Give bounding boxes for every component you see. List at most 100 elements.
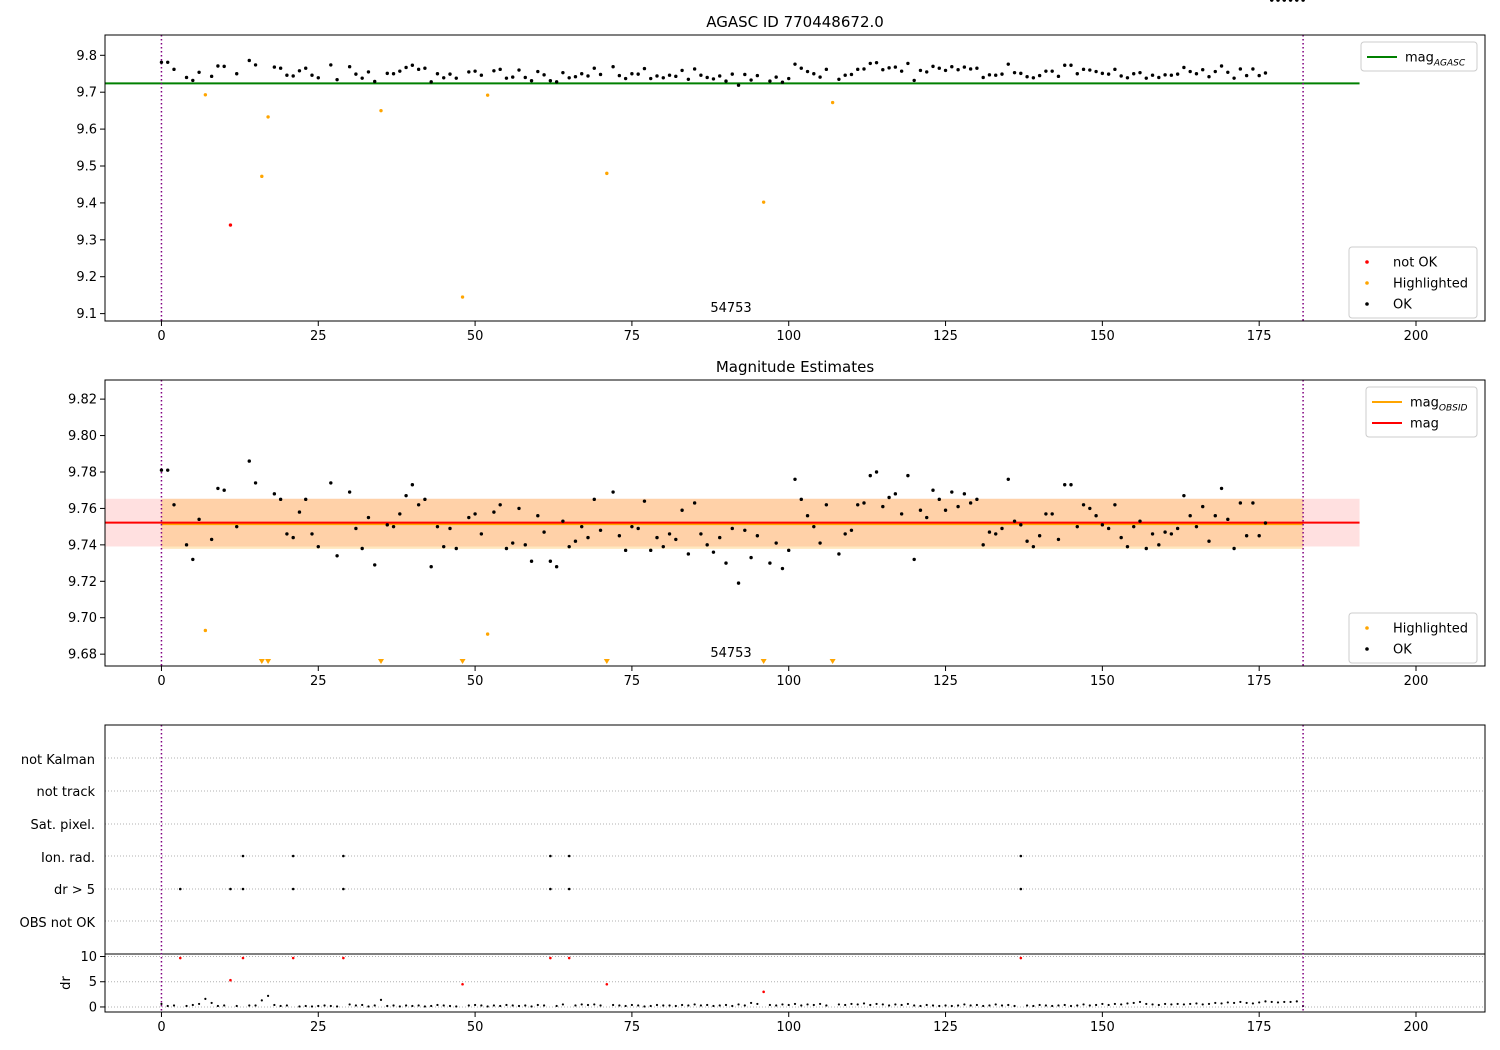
ok-point xyxy=(529,79,534,83)
ok-point xyxy=(1050,512,1054,516)
x-tick-label: 25 xyxy=(310,1020,327,1035)
dr-point xyxy=(1088,1004,1091,1007)
ok-point xyxy=(184,75,189,80)
highlighted-point xyxy=(203,628,208,633)
ok-point xyxy=(642,66,647,71)
dr-point xyxy=(166,1004,169,1008)
ok-point xyxy=(699,73,703,77)
y-tick-label: 9.7 xyxy=(76,86,97,101)
ok-point xyxy=(1088,506,1092,511)
ok-point xyxy=(975,497,979,502)
x-tick-label: 150 xyxy=(1090,674,1115,689)
dr-point xyxy=(379,998,383,1001)
ok-point xyxy=(191,557,195,562)
flag-marker xyxy=(549,854,552,858)
ok-point xyxy=(686,552,691,556)
dr-point xyxy=(254,1004,257,1007)
dr-point xyxy=(731,1004,734,1008)
ok-point xyxy=(906,61,910,66)
dr-point xyxy=(699,1004,703,1007)
ok-point xyxy=(981,75,985,80)
ok-point xyxy=(906,473,910,478)
ok-point xyxy=(611,490,615,494)
dr-point xyxy=(404,1004,408,1007)
dr-point xyxy=(1195,1002,1198,1005)
y-tick-label: 9.3 xyxy=(76,233,97,248)
flag-marker xyxy=(241,854,245,858)
ok-point xyxy=(692,67,697,71)
dr-point xyxy=(354,1004,358,1007)
y-tick-label: 9.5 xyxy=(76,160,97,175)
ok-point xyxy=(1056,537,1061,542)
dr-point xyxy=(530,1005,533,1008)
ok-point xyxy=(1238,67,1243,71)
ok-point xyxy=(937,66,941,70)
dr-point xyxy=(442,1004,445,1007)
dr-point xyxy=(1170,1003,1173,1006)
ok-point xyxy=(416,503,421,507)
ok-point xyxy=(1301,0,1305,2)
ok-point xyxy=(1063,63,1067,67)
dr-point xyxy=(1107,1003,1110,1007)
highlighted-point xyxy=(266,115,270,119)
ok-point xyxy=(630,72,634,76)
ok-point xyxy=(1182,65,1186,70)
ok-point xyxy=(278,66,283,70)
ok-point xyxy=(354,72,358,76)
ok-point xyxy=(467,70,471,74)
dr-point xyxy=(317,1004,320,1008)
ok-point xyxy=(874,60,879,65)
ok-point xyxy=(1119,74,1123,78)
dr-point xyxy=(266,994,270,997)
ok-point xyxy=(391,72,396,76)
ok-point xyxy=(435,524,440,529)
ok-point xyxy=(1251,501,1255,505)
y-tick-label: 9.2 xyxy=(76,270,97,285)
dr-point xyxy=(630,1003,634,1007)
ok-point xyxy=(918,68,923,73)
ok-point xyxy=(373,563,377,567)
ok-point xyxy=(1150,73,1155,77)
ok-point xyxy=(818,75,822,79)
dr-point xyxy=(950,1004,953,1008)
ok-point xyxy=(335,554,339,558)
ok-point xyxy=(454,546,458,551)
dr-point xyxy=(781,1003,784,1006)
dr-point xyxy=(624,1004,627,1008)
ok-point xyxy=(705,543,709,547)
dr-point xyxy=(1063,1003,1066,1007)
ok-point xyxy=(1244,73,1249,78)
dr-point xyxy=(304,1004,307,1008)
ok-point xyxy=(1270,0,1274,2)
ok-point xyxy=(385,71,389,76)
ok-point xyxy=(360,546,364,551)
ok-point xyxy=(623,76,628,81)
ok-point xyxy=(166,468,170,472)
ok-point xyxy=(285,532,289,536)
flag-label-not-kalman: not Kalman xyxy=(21,753,95,768)
flag-label-sat-pixel: Sat. pixel. xyxy=(31,818,95,833)
dr-point xyxy=(248,1004,251,1007)
dr-point xyxy=(373,1004,376,1007)
highlighted-point xyxy=(379,108,383,113)
dr-point xyxy=(285,1004,289,1007)
ok-point xyxy=(617,534,622,538)
ok-point xyxy=(893,492,898,496)
ok-point xyxy=(987,530,992,534)
ok-point xyxy=(787,76,791,81)
highlighted-offscale-marker xyxy=(378,659,384,664)
legend-label: OK xyxy=(1393,298,1412,313)
ok-point xyxy=(724,561,728,565)
y-tick-label: 9.70 xyxy=(68,611,97,626)
ok-point xyxy=(492,69,496,73)
ok-point xyxy=(1113,67,1117,72)
dr-point xyxy=(1214,1001,1217,1005)
flag-label-not-track: not track xyxy=(36,785,95,800)
panel-title-agasc: AGASC ID 770448672.0 xyxy=(706,13,884,31)
ok-point xyxy=(191,78,195,83)
ok-point xyxy=(454,76,458,80)
ok-point xyxy=(291,74,295,78)
dr-point xyxy=(1138,1000,1142,1004)
ok-point xyxy=(416,67,421,72)
dr-red-point xyxy=(291,956,295,960)
